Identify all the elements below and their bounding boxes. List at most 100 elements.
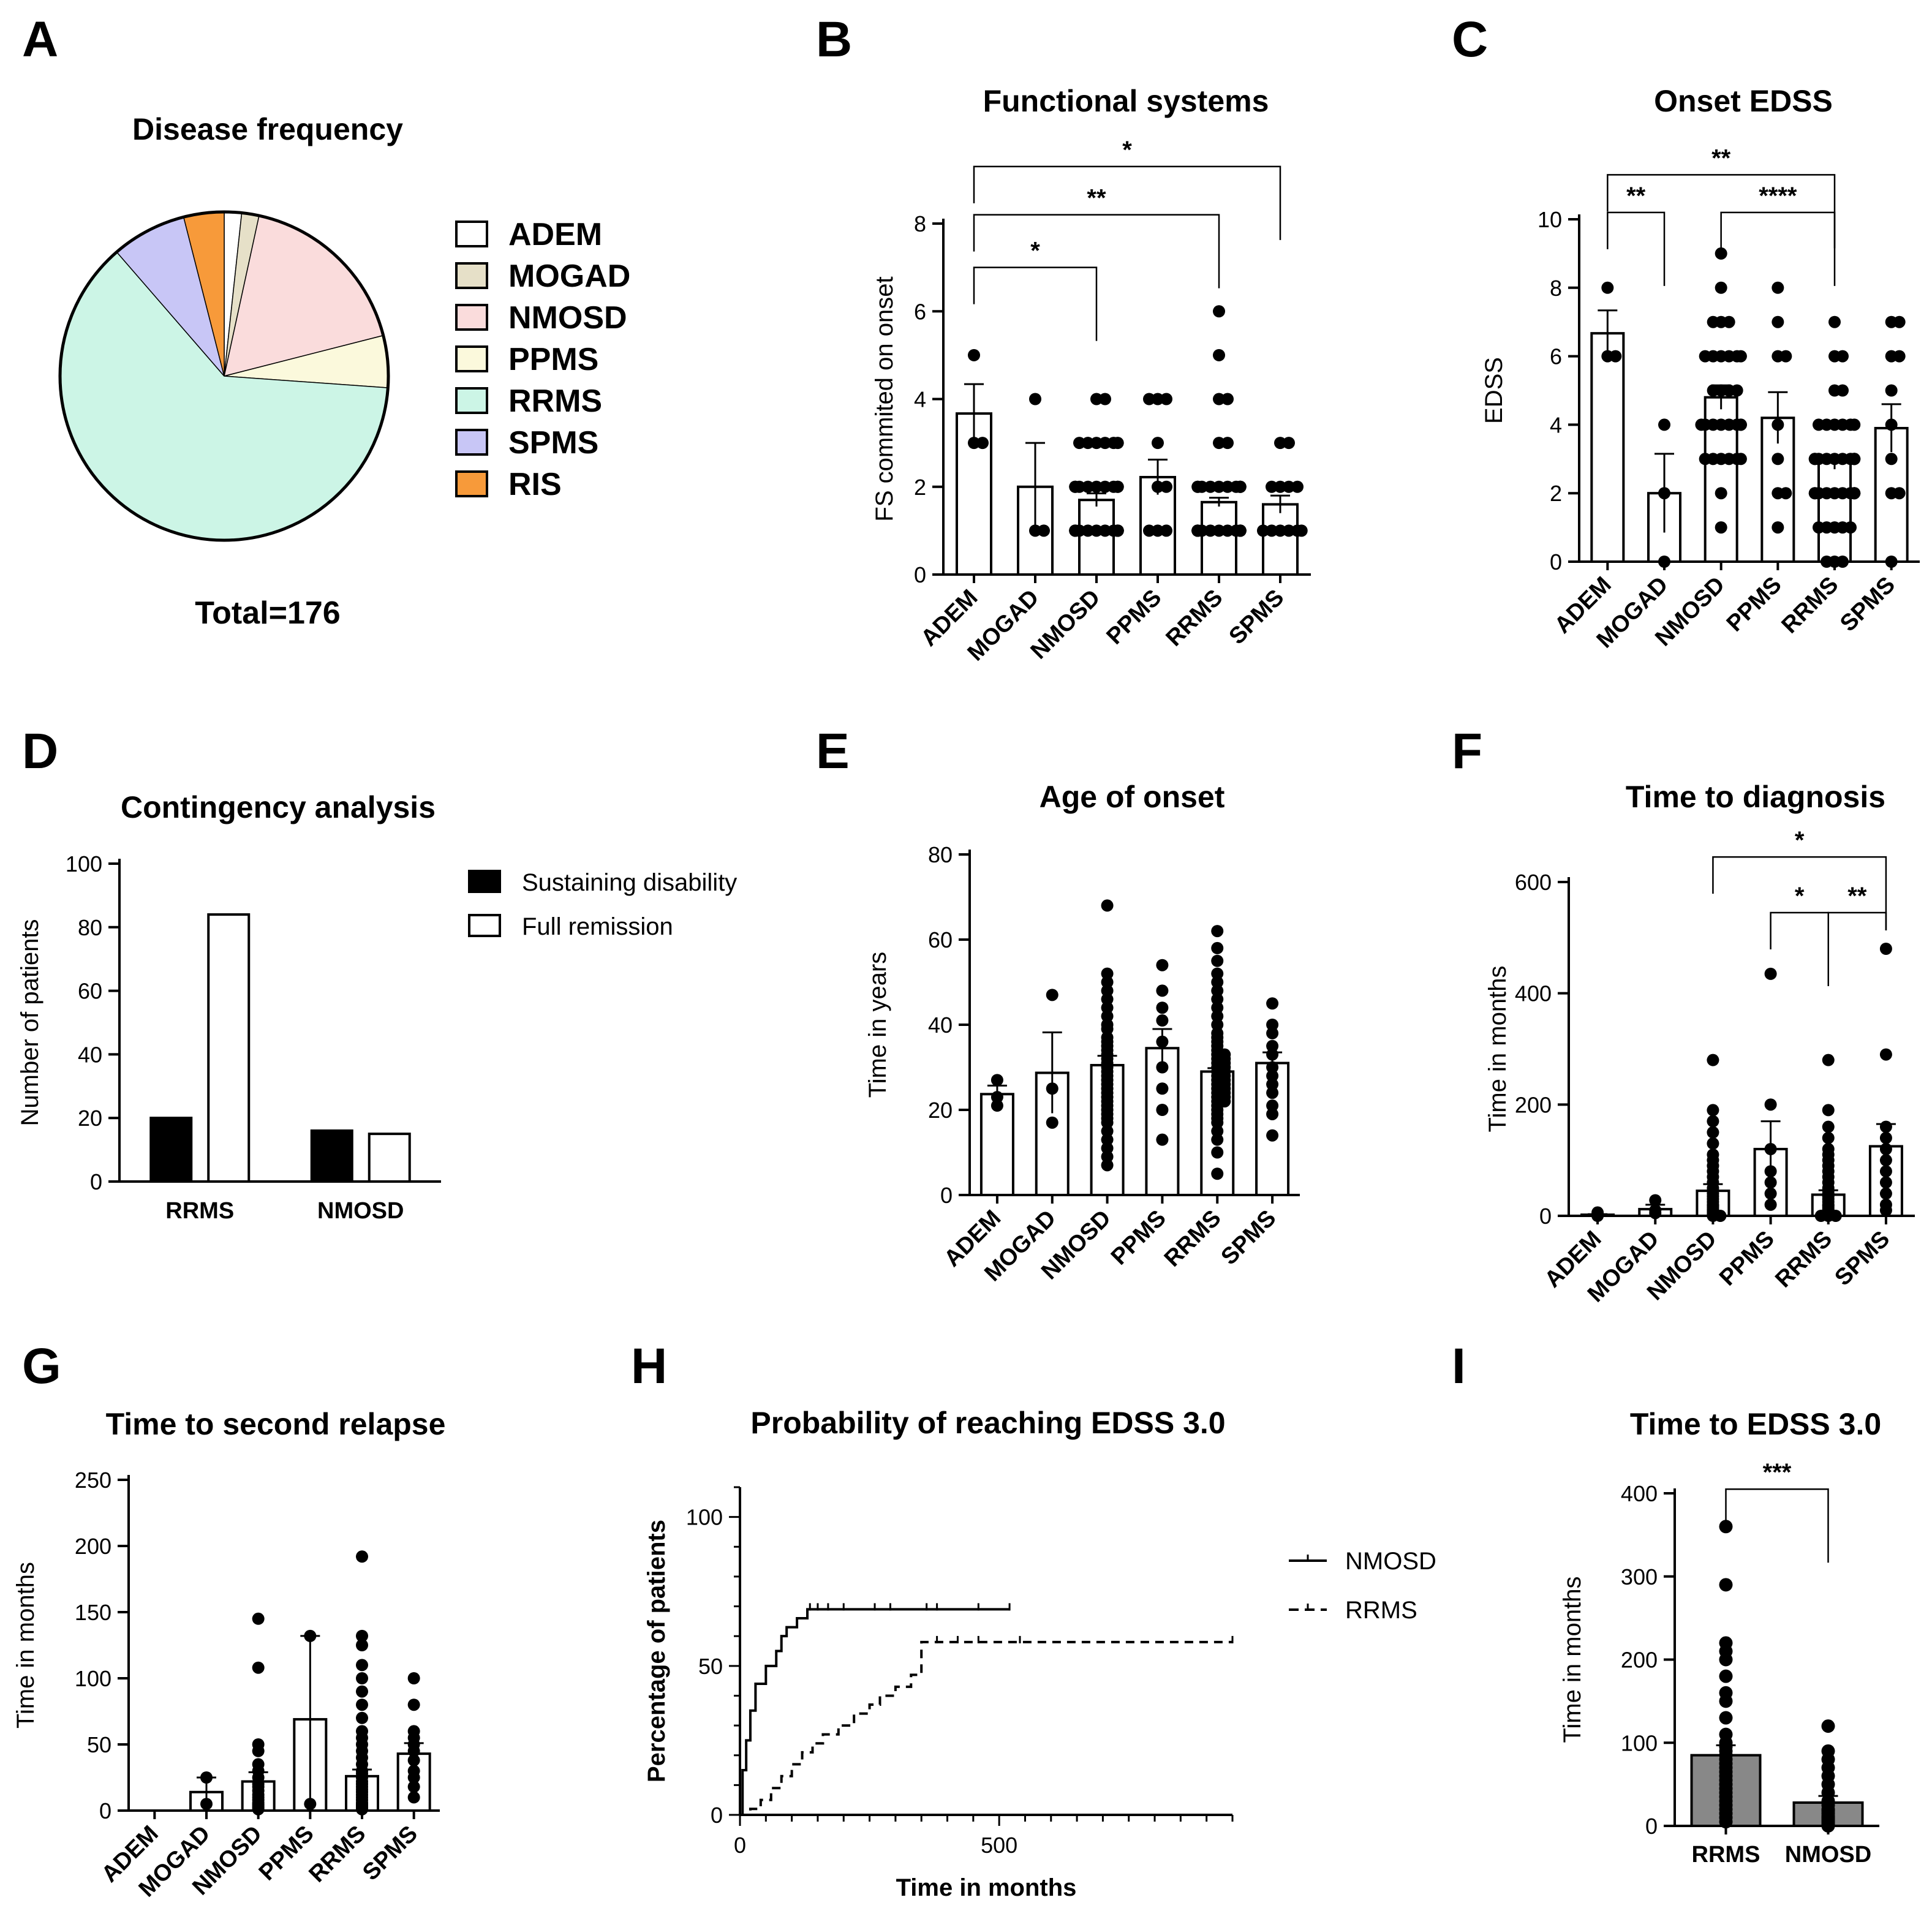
data-point-rrms (1211, 1125, 1224, 1137)
data-point-spms (1879, 1154, 1892, 1167)
data-point-spms (1274, 437, 1286, 450)
data-point-rrms (1719, 1669, 1733, 1683)
data-point-rrms (356, 1725, 368, 1738)
legend-label-nmosd: NMOSD (508, 300, 627, 336)
panel-h-title: Probability of reaching EDSS 3.0 (750, 1406, 1225, 1440)
data-point-rrms (1848, 453, 1861, 466)
data-point-adem (976, 437, 989, 450)
data-point-rrms (1213, 437, 1225, 450)
data-point-ppms (1764, 1187, 1777, 1200)
x-tick-label: 500 (981, 1833, 1017, 1858)
legend-swatch-spms (455, 429, 488, 456)
significance-bracket (1607, 174, 1836, 249)
data-point-rrms (1213, 349, 1225, 361)
data-point-spms (1879, 1187, 1892, 1200)
y-tick-label: 2 (1550, 481, 1562, 506)
legend-label-ppms: PPMS (508, 342, 598, 377)
data-point-nmosd (1082, 524, 1094, 537)
panel-g: G Time to second relapse 0 50 100 150 200 250… (12, 1338, 445, 1902)
data-point-ppms (1156, 1035, 1169, 1048)
pie-outline (58, 210, 390, 542)
data-point-nmosd (1715, 521, 1727, 534)
data-point-rrms (1844, 521, 1857, 534)
data-point-rrms (1211, 1019, 1224, 1031)
data-point-rrms (356, 1659, 368, 1672)
bar-rrms-sustaining (149, 1117, 193, 1183)
panel-c: C Onset EDSS 0246810EDSSADEMMOGADNMOSDPP… (1452, 12, 1920, 653)
panel-i-title: Time to EDSS 3.0 (1630, 1407, 1881, 1441)
data-point-adem (991, 1099, 1003, 1112)
legend-swatch-rrms (455, 387, 488, 414)
y-tick-label: 400 (1621, 1481, 1658, 1506)
y-tick-label: 0 (1539, 1204, 1552, 1229)
y-tick-label: 10 (1538, 207, 1562, 232)
significance-label: ** (1711, 145, 1731, 172)
panel-c-title: Onset EDSS (1654, 84, 1833, 118)
data-point-nmosd (1715, 281, 1727, 294)
y-tick-label: 100 (75, 1666, 111, 1691)
y-tick-label: 6 (914, 299, 926, 324)
x-category-label: PPMS (1715, 1226, 1779, 1291)
data-point-rrms (1204, 524, 1217, 537)
data-point-nmosd (1099, 437, 1111, 450)
data-point-spms (1266, 1107, 1279, 1120)
data-point-nmosd (1101, 1133, 1114, 1146)
data-point-rrms (1221, 393, 1234, 405)
data-point-ppms (1152, 524, 1164, 537)
panel-a-letter: A (22, 12, 58, 67)
legend-swatch (468, 914, 501, 937)
data-point-nmosd (1069, 480, 1082, 493)
survival-plot: 0 50 100 0 500 Time in months Percentage of pa… (643, 1486, 1234, 1901)
y-tick-label: 20 (928, 1098, 953, 1123)
data-point-rrms (1822, 1104, 1835, 1117)
data-point-rrms (1211, 993, 1224, 1006)
y-tick-label: 200 (1515, 1092, 1552, 1117)
panel-f-letter: F (1452, 723, 1482, 779)
y-tick-label: 2 (914, 475, 926, 500)
data-point-spms (407, 1698, 420, 1711)
data-point-nmosd (1101, 1142, 1114, 1155)
y-tick-label: 100 (66, 851, 102, 877)
data-point-spms (407, 1754, 420, 1766)
data-point-nmosd (1101, 899, 1114, 912)
data-point-rrms (1836, 350, 1849, 363)
data-point-spms (1295, 524, 1308, 537)
panel-e-title: Age of onset (1040, 780, 1225, 814)
data-point-spms (407, 1725, 420, 1738)
data-point-nmosd (252, 1738, 265, 1751)
data-point-rrms (356, 1698, 368, 1711)
data-point-mogad (1649, 1194, 1662, 1207)
data-point-spms (1283, 437, 1295, 450)
data-point-mogad (1046, 989, 1058, 1001)
panel-c-letter: C (1452, 12, 1488, 67)
legend-swatch (468, 870, 501, 893)
data-point-nmosd (1101, 993, 1114, 1006)
y-tick-label: 200 (1621, 1648, 1658, 1673)
significance-bracket (973, 165, 1281, 240)
legend-label-adem: ADEM (508, 217, 602, 252)
data-point-nmosd (252, 1661, 265, 1674)
data-point-rrms (1213, 524, 1225, 537)
data-point-spms (1266, 1048, 1279, 1061)
y-tick-label: 40 (78, 1042, 102, 1067)
data-point-nmosd (1821, 1719, 1835, 1733)
x-category-label: RRMS (1692, 1842, 1760, 1868)
y-tick-label: 100 (1621, 1730, 1658, 1755)
time-to-edss-plot: 0 100 200 300 400 Time in months *** RRMS NMOSD (1559, 1459, 1879, 1868)
y-axis-label: Number of patients (17, 919, 43, 1126)
data-point-ppms (1764, 967, 1777, 980)
data-point-ppms (1160, 393, 1172, 405)
data-point-nmosd (1699, 453, 1711, 466)
data-point-ppms (1779, 487, 1792, 500)
x-category-label: PPMS (1722, 572, 1787, 637)
bar-adem (1590, 332, 1625, 563)
data-point-nmosd (1099, 524, 1111, 537)
bar-nmosd-sustaining (310, 1129, 353, 1183)
data-point-nmosd (1723, 315, 1735, 328)
data-point-mogad (1649, 1204, 1662, 1216)
data-point-ppms (1152, 393, 1164, 405)
data-point-spms (1879, 1048, 1892, 1061)
data-point-spms (1266, 1069, 1279, 1082)
